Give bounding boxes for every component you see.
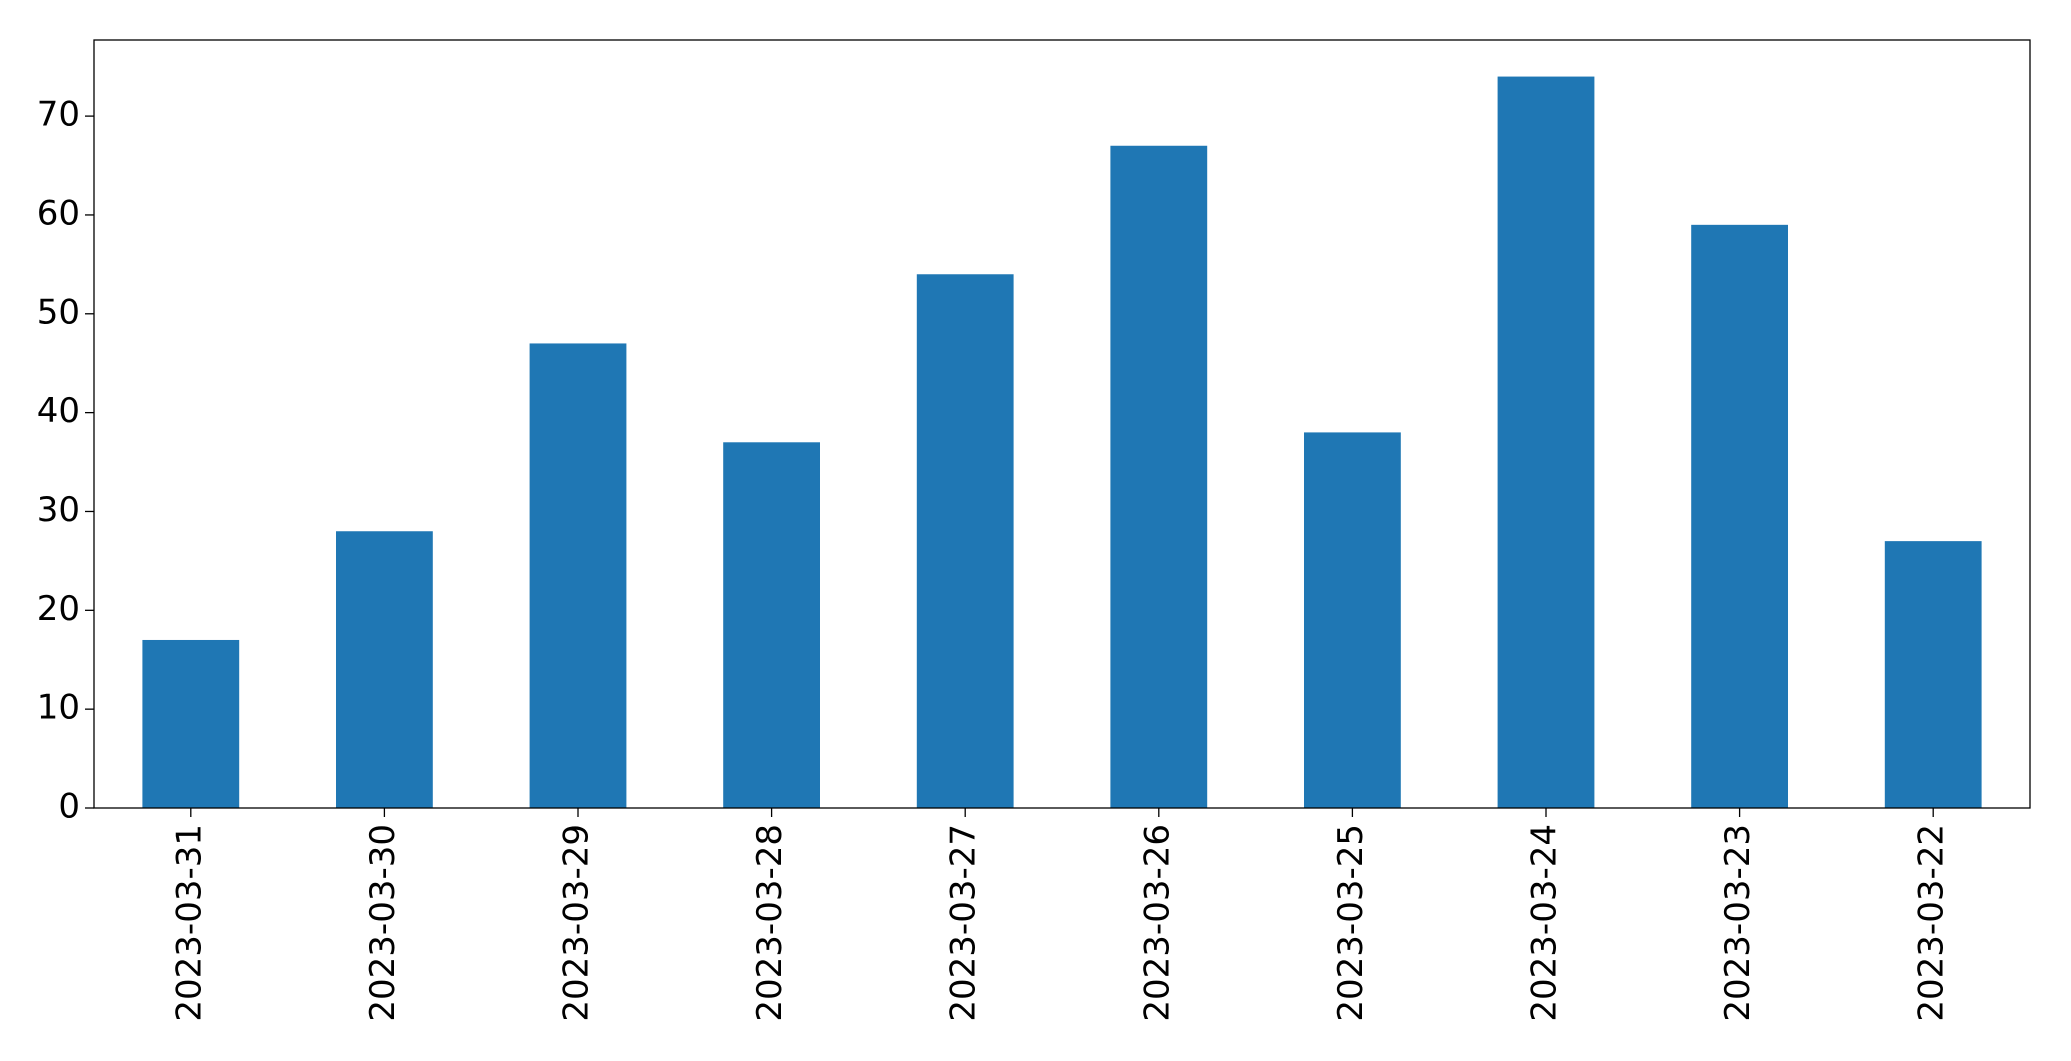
bar xyxy=(1691,224,1788,808)
bar xyxy=(916,274,1014,808)
x-tick-label: 2023-03-23 xyxy=(1718,824,1758,1022)
bar xyxy=(529,343,627,808)
y-tick-label: 20 xyxy=(37,589,80,629)
y-tick-label: 40 xyxy=(37,391,80,431)
bar xyxy=(142,639,240,808)
bar xyxy=(723,442,820,808)
y-tick-label: 30 xyxy=(37,490,80,530)
bar xyxy=(1884,541,1982,808)
x-tick-label: 2023-03-31 xyxy=(169,824,209,1022)
x-tick-label: 2023-03-26 xyxy=(1137,824,1177,1022)
x-tick-label: 2023-03-24 xyxy=(1525,824,1565,1022)
bar xyxy=(1304,432,1401,808)
x-tick-label: 2023-03-28 xyxy=(750,824,790,1022)
x-tick-label: 2023-03-27 xyxy=(944,824,984,1022)
y-tick-label: 60 xyxy=(37,193,80,233)
x-tick-label: 2023-03-29 xyxy=(557,824,597,1022)
bar xyxy=(1497,76,1595,809)
y-tick-label: 0 xyxy=(58,787,80,827)
bar xyxy=(1110,145,1208,808)
x-tick-label: 2023-03-30 xyxy=(363,824,403,1022)
y-tick-label: 70 xyxy=(37,95,80,135)
bar xyxy=(336,531,433,808)
x-tick-label: 2023-03-25 xyxy=(1331,824,1371,1022)
y-tick-label: 10 xyxy=(37,688,80,728)
y-tick-label: 50 xyxy=(37,292,80,332)
x-tick-label: 2023-03-22 xyxy=(1912,824,1952,1022)
plot-frame xyxy=(93,39,2031,809)
